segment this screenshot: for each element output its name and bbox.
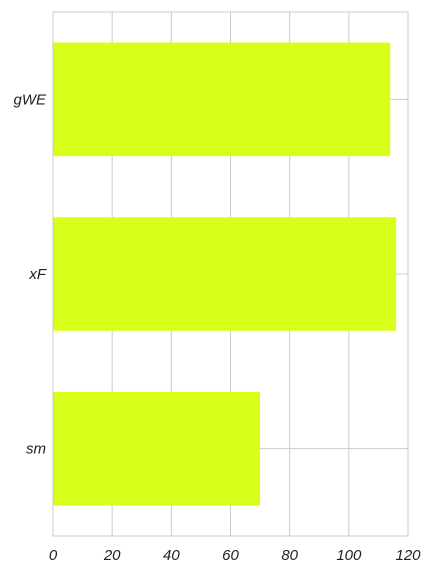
plot-frame xyxy=(52,11,409,537)
x-tick-label: 120 xyxy=(395,547,421,564)
x-tick-labels: 0 20 40 60 80 100 120 xyxy=(49,547,421,564)
y-tick-labels: sm xF gWE xyxy=(13,91,47,457)
x-tick-label: 100 xyxy=(336,547,362,564)
y-tick-label: xF xyxy=(28,266,47,283)
bar-sm xyxy=(53,391,261,506)
y-tick-label: gWE xyxy=(13,91,47,108)
x-tick-label: 60 xyxy=(222,547,239,564)
x-tick-label: 80 xyxy=(281,547,298,564)
bars xyxy=(53,42,397,506)
y-tick-label: sm xyxy=(26,441,46,458)
x-tick-label: 20 xyxy=(103,547,121,564)
x-tick-label: 40 xyxy=(163,547,180,564)
bar-gWE xyxy=(53,42,391,157)
bar-xF xyxy=(53,217,397,331)
x-tick-label: 0 xyxy=(49,547,58,564)
